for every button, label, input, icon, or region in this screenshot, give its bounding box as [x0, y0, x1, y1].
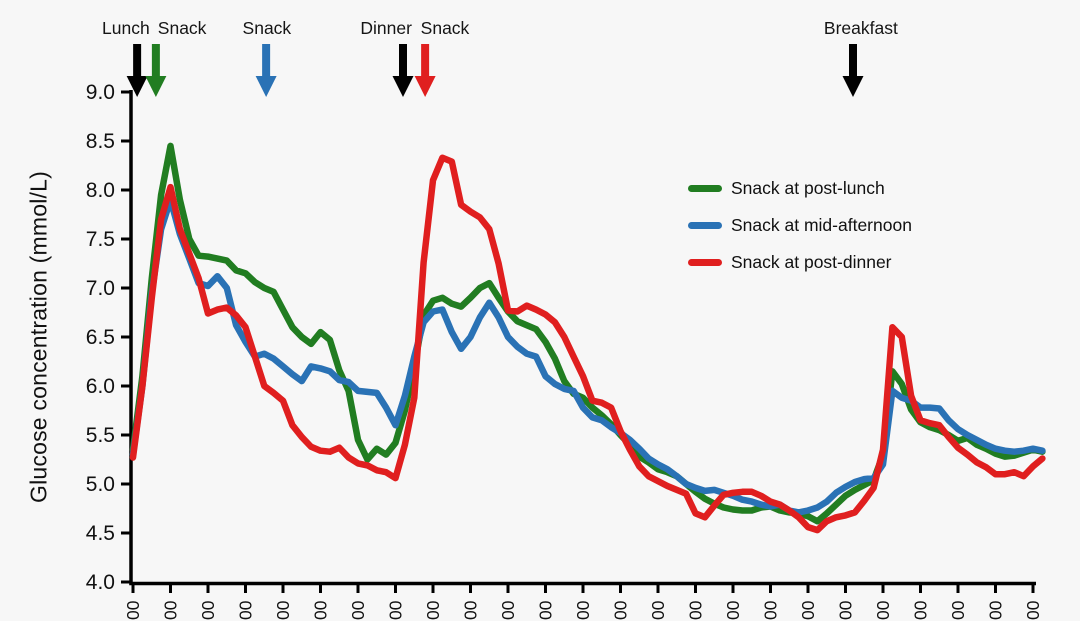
x-tick-label: 00 [648, 600, 668, 620]
legend-label: Snack at mid-afternoon [731, 215, 912, 235]
x-tick-label: 00 [836, 600, 856, 620]
x-tick-label: 00 [686, 600, 706, 620]
series-line-red [129, 154, 1046, 534]
annotation-label-breakfast: Breakfast [824, 18, 898, 38]
y-tick-label: 7.0 [86, 277, 115, 300]
legend-swatch-green [688, 185, 722, 192]
x-tick-label: 00 [461, 600, 481, 620]
down-arrow-icon [255, 76, 277, 97]
x-tick-label: 00 [311, 600, 331, 620]
down-arrow-icon [133, 44, 142, 78]
annotation-label-snack: Snack [243, 18, 292, 38]
legend-label: Snack at post-dinner [731, 252, 892, 272]
y-tick-label: 5.5 [86, 424, 115, 447]
down-arrow-icon [842, 76, 864, 97]
legend-label: Snack at post-lunch [731, 178, 885, 198]
x-tick-label: 00 [723, 600, 743, 620]
annotation-label-dinner: Dinner [360, 18, 412, 38]
x-tick-label: 00 [611, 600, 631, 620]
annotation-label-snack: Snack [421, 18, 470, 38]
x-tick-label: 00 [873, 600, 893, 620]
down-arrow-icon [145, 76, 167, 97]
legend-item-post-lunch: Snack at post-lunch [688, 170, 912, 207]
y-tick-label: 4.5 [86, 522, 115, 545]
legend-item-post-dinner: Snack at post-dinner [688, 244, 912, 281]
down-arrow-icon [151, 44, 160, 78]
x-tick-label: 00 [386, 600, 406, 620]
y-axis-title: Glucose concentration (mmol/L) [25, 171, 52, 503]
down-arrow-icon [421, 44, 430, 78]
y-tick-label: 6.5 [86, 326, 115, 349]
x-tick-label: 00 [798, 600, 818, 620]
x-tick-label: 00 [348, 600, 368, 620]
y-tick-label: 8.5 [86, 130, 115, 153]
y-tick-label: 5.0 [86, 473, 115, 496]
x-tick-label: 00 [236, 600, 256, 620]
annotation-label-snack: Snack [158, 18, 207, 38]
y-tick-label: 4.0 [86, 571, 115, 594]
down-arrow-icon [849, 44, 857, 78]
x-tick-label: 00 [986, 600, 1006, 620]
x-tick-label: 00 [198, 600, 218, 620]
x-tick-label: 00 [1023, 600, 1043, 620]
down-arrow-icon [126, 76, 148, 97]
down-arrow-icon [414, 76, 436, 97]
annotation-label-lunch: Lunch [102, 18, 150, 38]
down-arrow-icon [392, 76, 414, 97]
x-tick-label: 00 [423, 600, 443, 620]
legend-swatch-red [688, 259, 722, 266]
legend-swatch-blue [688, 222, 722, 229]
x-tick-label: 00 [161, 600, 181, 620]
y-tick-label: 6.0 [86, 375, 115, 398]
y-tick-label: 9.0 [86, 81, 115, 104]
down-arrow-icon [399, 44, 407, 78]
x-tick-label: 00 [948, 600, 968, 620]
x-tick-label: 00 [273, 600, 293, 620]
y-tick-label: 7.5 [86, 228, 115, 251]
x-tick-label: 00 [498, 600, 518, 620]
down-arrow-icon [262, 44, 271, 78]
x-tick-label: 00 [761, 600, 781, 620]
x-tick-label: 00 [123, 600, 143, 620]
x-tick-label: 00 [911, 600, 931, 620]
y-tick-label: 8.0 [86, 179, 115, 202]
legend: Snack at post-lunch Snack at mid-afterno… [688, 170, 912, 281]
legend-item-mid-afternoon: Snack at mid-afternoon [688, 207, 912, 244]
x-tick-label: 00 [573, 600, 593, 620]
x-tick-label: 00 [536, 600, 556, 620]
series-line-blue [129, 196, 1046, 516]
